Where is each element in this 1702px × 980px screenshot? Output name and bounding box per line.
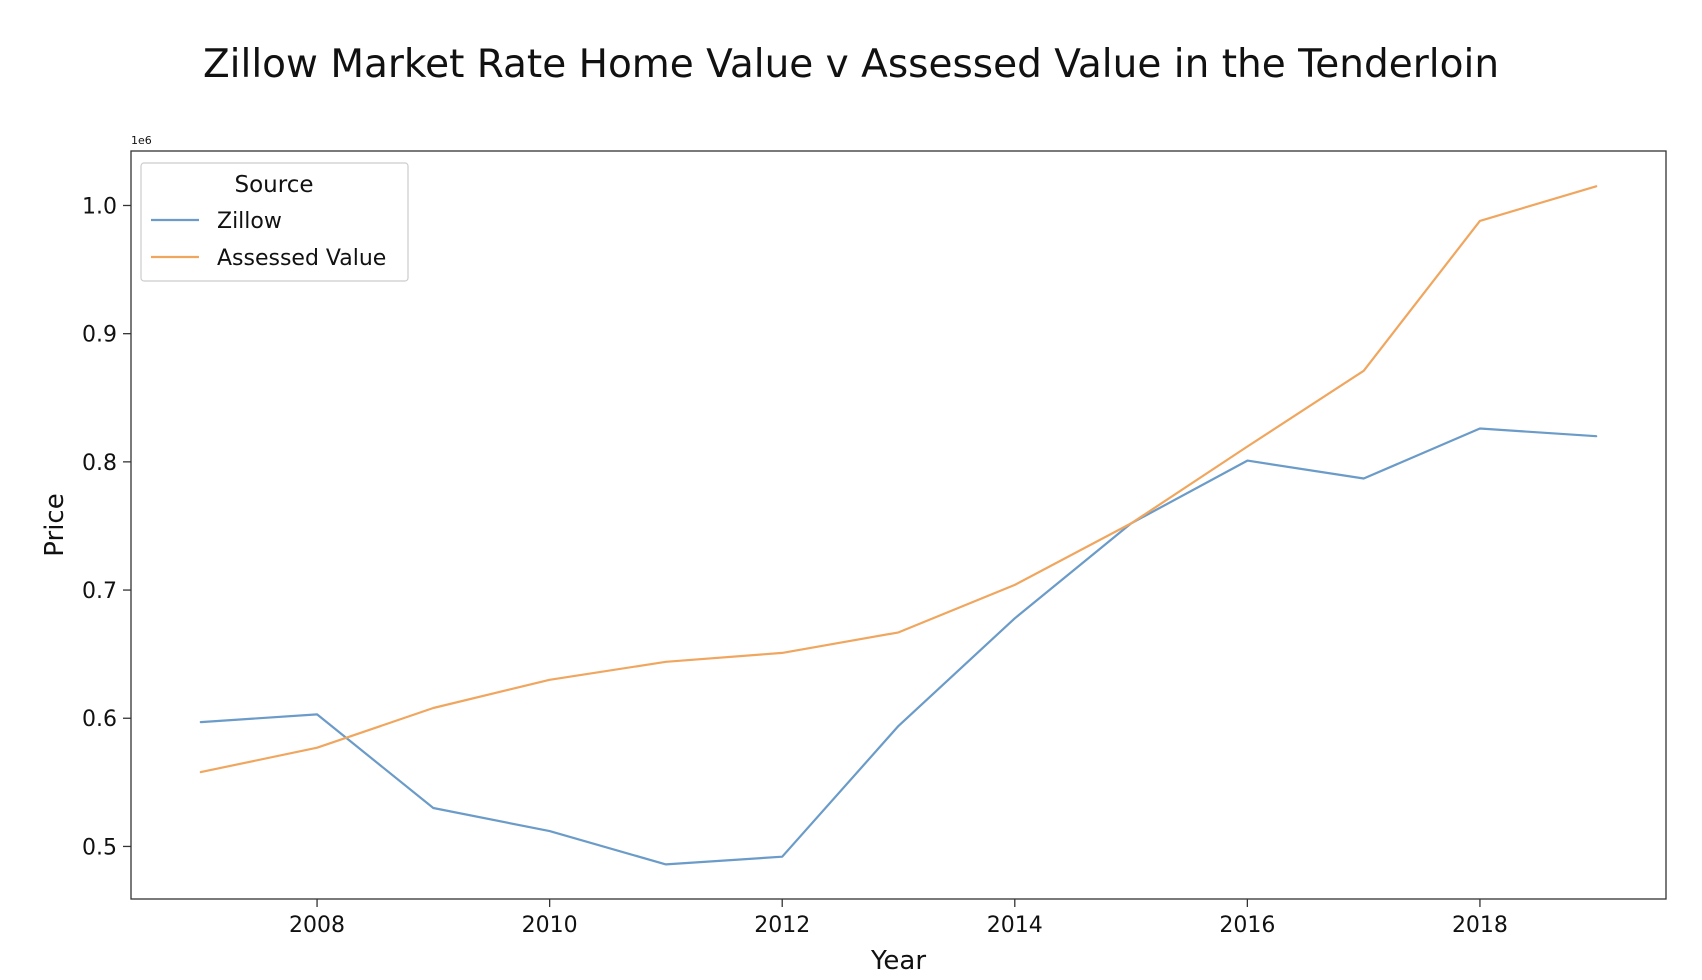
legend-items: Zillow Assessed Value [151,209,386,271]
x-tick-label: 2010 [522,913,578,938]
x-tick-label: 2016 [1219,913,1275,938]
x-axis: 2008 2010 2012 2014 2016 2018 [289,899,1508,938]
x-axis-label: Year [870,946,926,976]
x-tick-label: 2018 [1452,913,1508,938]
series-line-assessed-value [199,185,1598,774]
y-axis: 0.5 0.6 0.7 0.8 0.9 1.0 [82,194,131,860]
series-layer [199,185,1598,866]
y-offset-label: 1e6 [131,134,152,147]
legend-box [140,162,409,282]
plot-area [130,150,1667,900]
y-tick-label: 0.9 [82,323,117,348]
x-tick-label: 2008 [289,913,345,938]
axes-frame [130,150,1667,900]
y-axis-label: Price [40,493,70,556]
y-tick-label: 0.5 [82,835,117,860]
y-tick-label: 0.8 [82,451,117,476]
legend-title: Source [235,172,314,198]
y-tick-label: 0.7 [82,579,117,604]
chart-title: Zillow Market Rate Home Value v Assessed… [202,42,1500,87]
x-tick-label: 2014 [987,913,1043,938]
series-line-zillow [199,427,1598,866]
legend: Source Zillow Assessed Value [140,162,409,282]
y-tick-label: 0.6 [82,707,117,732]
x-tick-label: 2012 [754,913,810,938]
legend-label: Assessed Value [217,246,386,271]
y-tick-label: 1.0 [82,194,117,219]
legend-label: Zillow [217,209,282,234]
